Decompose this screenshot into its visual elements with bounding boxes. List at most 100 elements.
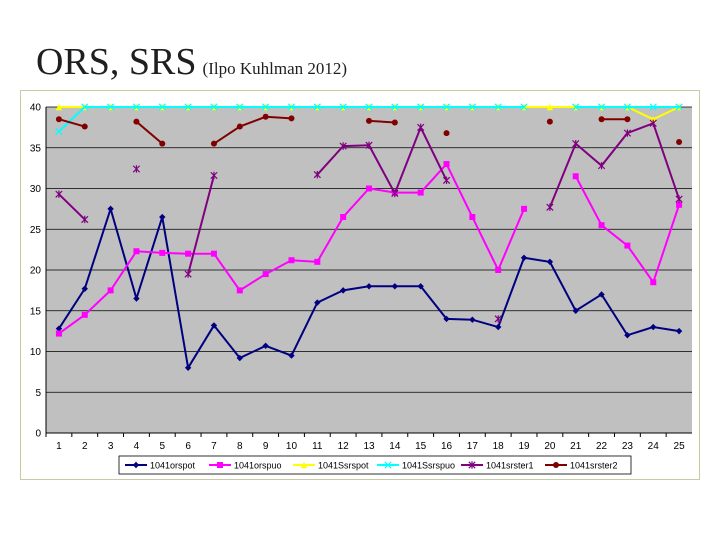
data-point-1041Ssrspuo: [494, 103, 502, 111]
data-point-1041Ssrspuo: [132, 103, 141, 111]
data-point-1041srster2: [676, 139, 683, 146]
x-tick-label: 5: [159, 441, 165, 452]
legend-marker-1041orspuo: [217, 462, 223, 468]
data-point-1041Ssrspuo: [262, 103, 270, 111]
x-tick-label: 8: [237, 441, 243, 452]
x-tick-label: 14: [389, 441, 401, 452]
x-tick-label: 20: [544, 441, 556, 452]
data-point-1041orspuo: [55, 330, 62, 337]
x-tick-label: 1: [56, 441, 62, 452]
data-point-1041orspot: [339, 287, 347, 294]
series-1041orspuo: [55, 161, 683, 337]
legend: 1041orspot 1041orspuo 1041Ssrspot 1041Ssrsp…: [118, 455, 632, 475]
data-point-1041Ssrspuo: [442, 103, 451, 111]
data-point-1041srster1: [417, 123, 425, 132]
x-tick-label: 9: [263, 441, 269, 452]
data-point-1041srster2: [55, 116, 62, 123]
data-point-1041Ssrspuo: [184, 103, 192, 111]
data-point-1041srster2: [443, 130, 450, 137]
legend-marker-1041srster1: [468, 461, 476, 469]
data-point-1041orspuo: [210, 250, 217, 257]
x-tick-label: 6: [185, 441, 191, 452]
data-point-1041orspot: [210, 322, 218, 329]
x-tick-label: 10: [286, 441, 298, 452]
data-point-1041srster1: [572, 139, 580, 148]
data-point-1041Ssrspuo: [81, 103, 89, 111]
data-point-1041srster2: [133, 118, 140, 125]
data-point-1041Ssrspuo: [55, 127, 63, 136]
x-tick-label: 4: [134, 441, 140, 452]
x-tick-label: 11: [312, 441, 323, 452]
data-point-1041srster1: [339, 142, 347, 150]
data-point-1041Ssrspuo: [623, 103, 632, 111]
data-point-1041srster1: [210, 171, 218, 180]
series-line-1041srster2: [58, 118, 86, 128]
chart-frame: 0 5 10 15 20 25 30 35 40 1 2 3 4 5 6 7 8 9 10 11 12 13 14 15 16 1…: [20, 90, 700, 480]
data-point-1041orspuo: [650, 279, 657, 286]
y-tick-label: 30: [30, 184, 42, 195]
data-point-1041srster1: [365, 141, 373, 150]
data-point-1041orspuo: [624, 242, 631, 249]
data-point-1041orspot: [55, 325, 63, 332]
x-tick-label: 13: [363, 441, 375, 452]
data-point-1041srster2: [159, 140, 166, 147]
x-tick-label: 2: [82, 441, 88, 452]
data-point-1041srster1: [55, 190, 63, 198]
data-point-1041srster1: [597, 161, 606, 170]
x-tick-label: 24: [648, 441, 660, 452]
y-tick-label: 40: [30, 103, 42, 114]
data-point-1041orspot: [675, 327, 683, 335]
data-point-1041Ssrspot: [650, 116, 657, 123]
x-tick-label: 23: [622, 441, 634, 452]
data-point-1041srster2: [546, 118, 553, 125]
data-point-1041orspot: [184, 364, 192, 371]
x-tick-label: 15: [415, 441, 427, 452]
x-tick-label: 19: [518, 441, 530, 452]
x-tick-label: 22: [596, 441, 608, 452]
data-point-1041srster1: [623, 129, 632, 137]
data-point-1041srster1: [391, 189, 399, 198]
x-tick-label: 25: [674, 441, 686, 452]
data-point-1041orspuo: [521, 205, 528, 212]
data-point-1041srster2: [366, 117, 372, 124]
data-point-1041orspot: [314, 299, 321, 306]
slide-title: ORS, SRS (Ilpo Kuhlman 2012): [36, 40, 347, 84]
data-point-1041Ssrspuo: [520, 103, 528, 111]
data-point-1041orspot: [443, 315, 450, 323]
series-1041srster2: [55, 113, 683, 147]
data-point-1041orspuo: [159, 249, 166, 256]
data-point-1041orspot: [159, 213, 166, 221]
y-tick-label: 5: [35, 388, 41, 399]
data-point-1041orspot: [81, 285, 88, 292]
series-line-1041srster1: [316, 124, 448, 196]
data-point-1041Ssrspuo: [365, 103, 373, 111]
legend-label-1041srster2: 1041srster2: [570, 461, 618, 471]
data-point-1041srster2: [288, 115, 295, 122]
data-point-1041Ssrspot: [55, 103, 63, 111]
legend-marker-1041srster2: [553, 462, 559, 468]
legend-label-1041orspot: 1041orspot: [150, 461, 196, 471]
y-tick-label: 10: [30, 347, 42, 358]
data-point-1041Ssrspuo: [417, 103, 425, 111]
legend-label-1041orspuo: 1041orspuo: [234, 461, 282, 471]
legend-box: [118, 455, 632, 475]
data-point-1041orspuo: [676, 201, 683, 208]
series-1041srster1: [55, 119, 683, 323]
legend-label-1041srster1: 1041srster1: [486, 461, 534, 471]
data-point-1041Ssrspuo: [339, 103, 347, 111]
legend-label-1041Ssrspuo: 1041Ssrspuo: [402, 461, 455, 471]
data-point-1041orspot: [236, 354, 243, 362]
data-point-1041srster2: [624, 116, 631, 123]
data-point-1041Ssrspuo: [287, 103, 296, 111]
data-point-1041orspot: [572, 307, 579, 314]
legend-marker-1041Ssrspot: [300, 461, 308, 469]
data-point-1041Ssrspuo: [106, 103, 115, 111]
data-point-1041Ssrspuo: [675, 103, 683, 111]
data-point-1041orspuo: [288, 257, 295, 264]
y-tick-label: 35: [30, 143, 42, 154]
data-point-1041srster2: [236, 123, 243, 130]
data-point-1041orspuo: [572, 173, 579, 180]
data-point-1041orspot: [262, 342, 269, 349]
data-point-1041srster1: [494, 315, 502, 323]
title-main: ORS, SRS: [36, 41, 197, 83]
